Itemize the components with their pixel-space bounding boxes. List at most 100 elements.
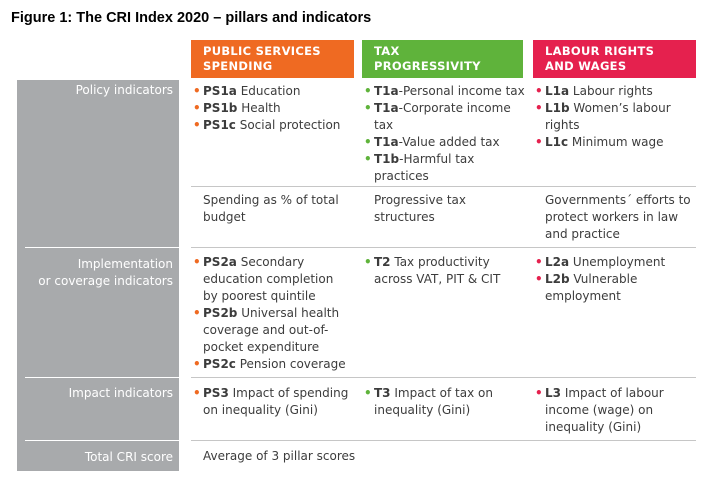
indicator-code: PS1a (203, 84, 237, 98)
cell-policy-labour: • L1a Labour rights • L1b Women’s labour rig… (535, 83, 700, 151)
indicator-code: T3 (374, 386, 391, 400)
indicator-text: -Corporate income (398, 101, 511, 115)
indicator-item: • T1a-Value added tax (364, 134, 524, 151)
indicator-text: practices (374, 169, 429, 183)
bullet-icon: • (535, 386, 543, 400)
indicator-text: Pension coverage (235, 357, 346, 371)
indicator-text: inequality (Gini) (545, 420, 642, 434)
cell-impact-tax: • T3 Impact of tax on inequality (Gini) (364, 385, 524, 419)
indicator-item: • PS2c Pension coverage (193, 356, 353, 373)
indicator-item: • T3 Impact of tax on inequality (Gini) (364, 385, 524, 419)
indicator-text: Impact of spending (228, 386, 349, 400)
header-public-services-spending: PUBLIC SERVICES SPENDING (191, 40, 354, 78)
indicator-text: Minimum wage (568, 135, 664, 149)
indicator-text: pocket expenditure (203, 340, 320, 354)
cell-policy-tax: • T1a-Personal income tax • T1a-Corporate i… (364, 83, 525, 185)
indicator-code: PS2c (203, 357, 236, 371)
bullet-icon: • (193, 255, 201, 269)
bullet-icon: • (364, 152, 372, 166)
bullet-icon: • (364, 101, 372, 115)
indicator-text: Universal health (237, 306, 340, 320)
indicator-text: Labour rights (569, 84, 653, 98)
indicator-item: • L2b Vulnerable employment (535, 271, 695, 305)
bullet-icon: • (535, 135, 543, 149)
indicator-code: PS1b (203, 101, 238, 115)
row-divider (25, 377, 179, 378)
row-divider (191, 440, 696, 441)
indicator-item: • L1a Labour rights (535, 83, 700, 100)
indicator-text: tax (374, 118, 394, 132)
indicator-item: • PS3 Impact of spending on inequality (Gi… (193, 385, 353, 419)
indicator-text: on inequality (Gini) (203, 403, 318, 417)
bullet-icon: • (193, 357, 201, 371)
indicator-code: T1b (374, 152, 400, 166)
header-tax-progressivity: TAX PROGRESSIVITY (362, 40, 523, 78)
cell-policy-public-services: • PS1a Education • PS1b Health • PS1c Social … (193, 83, 353, 134)
bullet-icon: • (193, 101, 201, 115)
indicator-item: • T2 Tax productivity across VAT, PIT & CI… (364, 254, 524, 288)
indicator-text: Unemployment (569, 255, 666, 269)
indicator-code: T1a (374, 101, 399, 115)
cell-implementation-tax: • T2 Tax productivity across VAT, PIT & CI… (364, 254, 524, 288)
indicator-code: T2 (374, 255, 391, 269)
row-divider (25, 440, 179, 441)
bullet-icon: • (535, 84, 543, 98)
indicator-text: Education (236, 84, 301, 98)
cell-impact-public-services: • PS3 Impact of spending on inequality (Gi… (193, 385, 353, 419)
bullet-icon: • (193, 386, 201, 400)
row-divider (191, 377, 696, 378)
row-label-total: Total CRI score (84, 450, 173, 464)
bullet-icon: • (535, 101, 543, 115)
indicator-code: PS3 (203, 386, 229, 400)
indicator-item: • L2a Unemployment (535, 254, 695, 271)
indicator-item: • T1b-Harmful tax practices (364, 151, 524, 185)
cell-impact-labour: • L3 Impact of labour income (wage) on ineq… (535, 385, 695, 436)
row-label-policy: Policy indicators (75, 83, 173, 97)
bullet-icon: • (193, 118, 201, 132)
indicator-text: income (wage) on (545, 403, 654, 417)
bullet-icon: • (364, 84, 372, 98)
indicator-code: L1a (545, 84, 570, 98)
indicator-text: Social protection (235, 118, 341, 132)
indicator-code: L2a (545, 255, 570, 269)
bullet-icon: • (364, 386, 372, 400)
row-label-column (17, 80, 179, 471)
row-divider (25, 247, 179, 248)
indicator-text: rights (545, 118, 580, 132)
cell-implementation-public-services: • PS2a Secondary education completion by po… (193, 254, 353, 373)
cell-total-public-services: Average of 3 pillar scores (203, 449, 356, 463)
indicator-item: • PS1a Education (193, 83, 353, 100)
indicator-item: • L1c Minimum wage (535, 134, 700, 151)
indicator-item: • T1a-Corporate income tax (364, 100, 524, 134)
indicator-item: • PS1b Health (193, 100, 353, 117)
indicator-item: • PS1c Social protection (193, 117, 353, 134)
indicator-item: • L3 Impact of labour income (wage) on ineq… (535, 385, 695, 436)
indicator-code: L3 (545, 386, 561, 400)
cell-summary-tax: Progressive tax structures (374, 193, 467, 224)
bullet-icon: • (193, 306, 201, 320)
indicator-text: across VAT, PIT & CIT (374, 272, 501, 286)
cell-implementation-labour: • L2a Unemployment • L2b Vulnerable employme… (535, 254, 695, 305)
indicator-code: L1b (545, 101, 570, 115)
bullet-icon: • (193, 84, 201, 98)
indicator-text: inequality (Gini) (374, 403, 471, 417)
indicator-code: T1a (374, 84, 399, 98)
indicator-text: employment (545, 289, 621, 303)
row-divider (191, 247, 696, 248)
indicator-text: -Value added tax (398, 135, 500, 149)
cell-summary-public-services: Spending as % of total budget (203, 193, 339, 224)
indicator-code: PS1c (203, 118, 236, 132)
indicator-item: • L1b Women’s labour rights (535, 100, 700, 134)
header-labour-rights-and-wages: LABOUR RIGHTS AND WAGES (533, 40, 696, 78)
row-label-implementation: Implementation or coverage indicators (38, 257, 173, 288)
row-divider (191, 186, 696, 187)
indicator-text: coverage and out-of- (203, 323, 329, 337)
indicator-code: L2b (545, 272, 570, 286)
indicator-item: • PS2b Universal health coverage and out-o… (193, 305, 353, 356)
indicator-code: T1a (374, 135, 399, 149)
figure-title: Figure 1: The CRI Index 2020 – pillars a… (11, 10, 372, 26)
indicator-text: Vulnerable (569, 272, 638, 286)
bullet-icon: • (535, 272, 543, 286)
bullet-icon: • (364, 255, 372, 269)
indicator-text: Tax productivity (390, 255, 490, 269)
